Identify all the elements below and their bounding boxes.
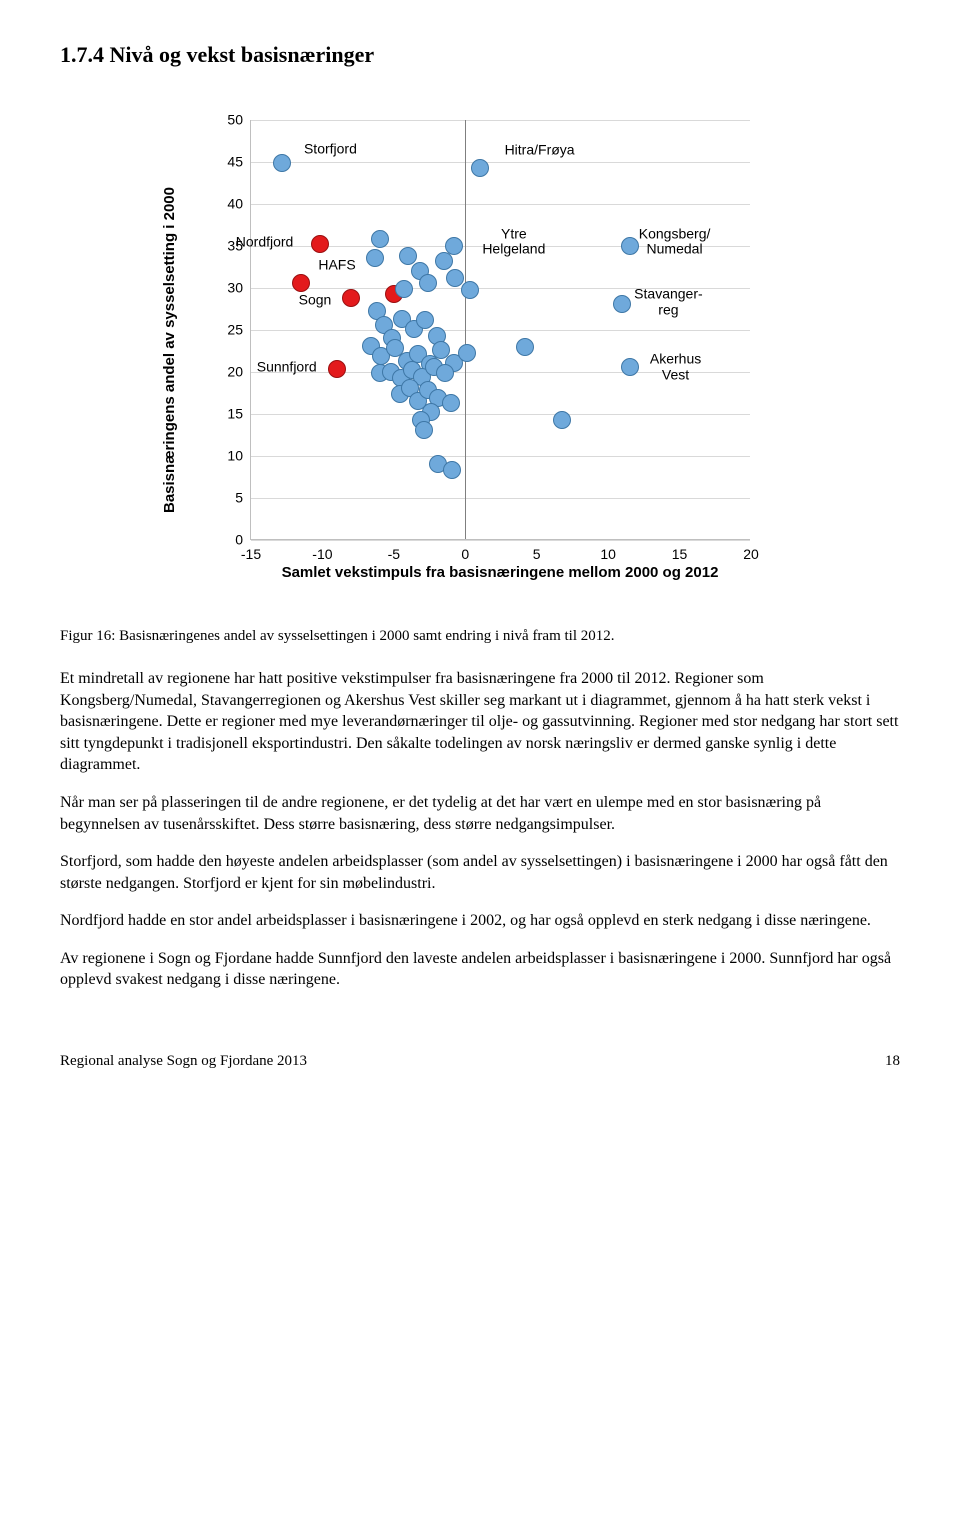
x-tick: 5 xyxy=(533,545,541,564)
footer-page-number: 18 xyxy=(885,1051,900,1071)
data-point xyxy=(621,237,639,255)
y-tick: 20 xyxy=(227,362,243,381)
x-tick: -5 xyxy=(388,545,400,564)
point-label: Stavanger-reg xyxy=(634,287,702,318)
point-label: HAFS xyxy=(318,258,355,273)
point-label: Nordfjord xyxy=(236,234,294,249)
y-tick: 25 xyxy=(227,320,243,339)
y-axis-label: Basisnæringens andel av sysselsetting i … xyxy=(160,187,180,513)
x-tick: 10 xyxy=(600,545,616,564)
x-tick: 20 xyxy=(743,545,759,564)
paragraph: Storfjord, som hadde den høyeste andelen… xyxy=(60,851,900,894)
x-axis-label: Samlet vekstimpuls fra basisnæringene me… xyxy=(250,564,750,582)
paragraph: Nordfjord hadde en stor andel arbeidspla… xyxy=(60,910,900,932)
y-tick: 15 xyxy=(227,404,243,423)
data-point xyxy=(342,289,360,307)
footer-doc-title: Regional analyse Sogn og Fjordane 2013 xyxy=(60,1051,307,1071)
data-point xyxy=(516,338,534,356)
point-label: AkerhusVest xyxy=(650,352,701,383)
data-point xyxy=(621,358,639,376)
body-text: Et mindretall av regionene har hatt posi… xyxy=(60,668,900,991)
x-tick: -10 xyxy=(312,545,332,564)
plot-area: 05101520253035404550-15-10-505101520Stor… xyxy=(250,120,750,540)
data-point xyxy=(273,154,291,172)
data-point xyxy=(436,364,454,382)
point-label: Sunnfjord xyxy=(257,359,317,374)
data-point xyxy=(311,235,329,253)
data-point xyxy=(443,461,461,479)
data-point xyxy=(458,344,476,362)
y-tick: 30 xyxy=(227,278,243,297)
data-point xyxy=(553,411,571,429)
y-tick: 5 xyxy=(235,488,243,507)
data-point xyxy=(328,360,346,378)
point-label: Sogn xyxy=(299,292,332,307)
y-tick: 10 xyxy=(227,446,243,465)
y-tick: 45 xyxy=(227,152,243,171)
data-point xyxy=(435,252,453,270)
page-footer: Regional analyse Sogn og Fjordane 2013 1… xyxy=(60,1051,900,1071)
paragraph: Av regionene i Sogn og Fjordane hadde Su… xyxy=(60,948,900,991)
point-label: Kongsberg/Numedal xyxy=(639,226,711,257)
point-label: Storfjord xyxy=(304,142,357,157)
data-point xyxy=(419,274,437,292)
data-point xyxy=(415,421,433,439)
paragraph: Når man ser på plasseringen til de andre… xyxy=(60,792,900,835)
data-point xyxy=(471,159,489,177)
data-point xyxy=(442,394,460,412)
figure-caption: Figur 16: Basisnæringenes andel av sysse… xyxy=(60,626,900,646)
section-heading: 1.7.4 Nivå og vekst basisnæringer xyxy=(60,40,900,70)
data-point xyxy=(366,249,384,267)
point-label: Hitra/Frøya xyxy=(505,142,575,157)
data-point xyxy=(613,295,631,313)
point-label: YtreHelgeland xyxy=(482,226,545,257)
x-tick: 15 xyxy=(672,545,688,564)
paragraph: Et mindretall av regionene har hatt posi… xyxy=(60,668,900,776)
data-point xyxy=(395,280,413,298)
data-point xyxy=(461,281,479,299)
x-tick: -15 xyxy=(241,545,261,564)
y-tick: 40 xyxy=(227,194,243,213)
x-tick: 0 xyxy=(461,545,469,564)
data-point xyxy=(371,230,389,248)
data-point xyxy=(292,274,310,292)
y-tick: 50 xyxy=(227,110,243,129)
scatter-chart: Basisnæringens andel av sysselsetting i … xyxy=(190,110,770,590)
